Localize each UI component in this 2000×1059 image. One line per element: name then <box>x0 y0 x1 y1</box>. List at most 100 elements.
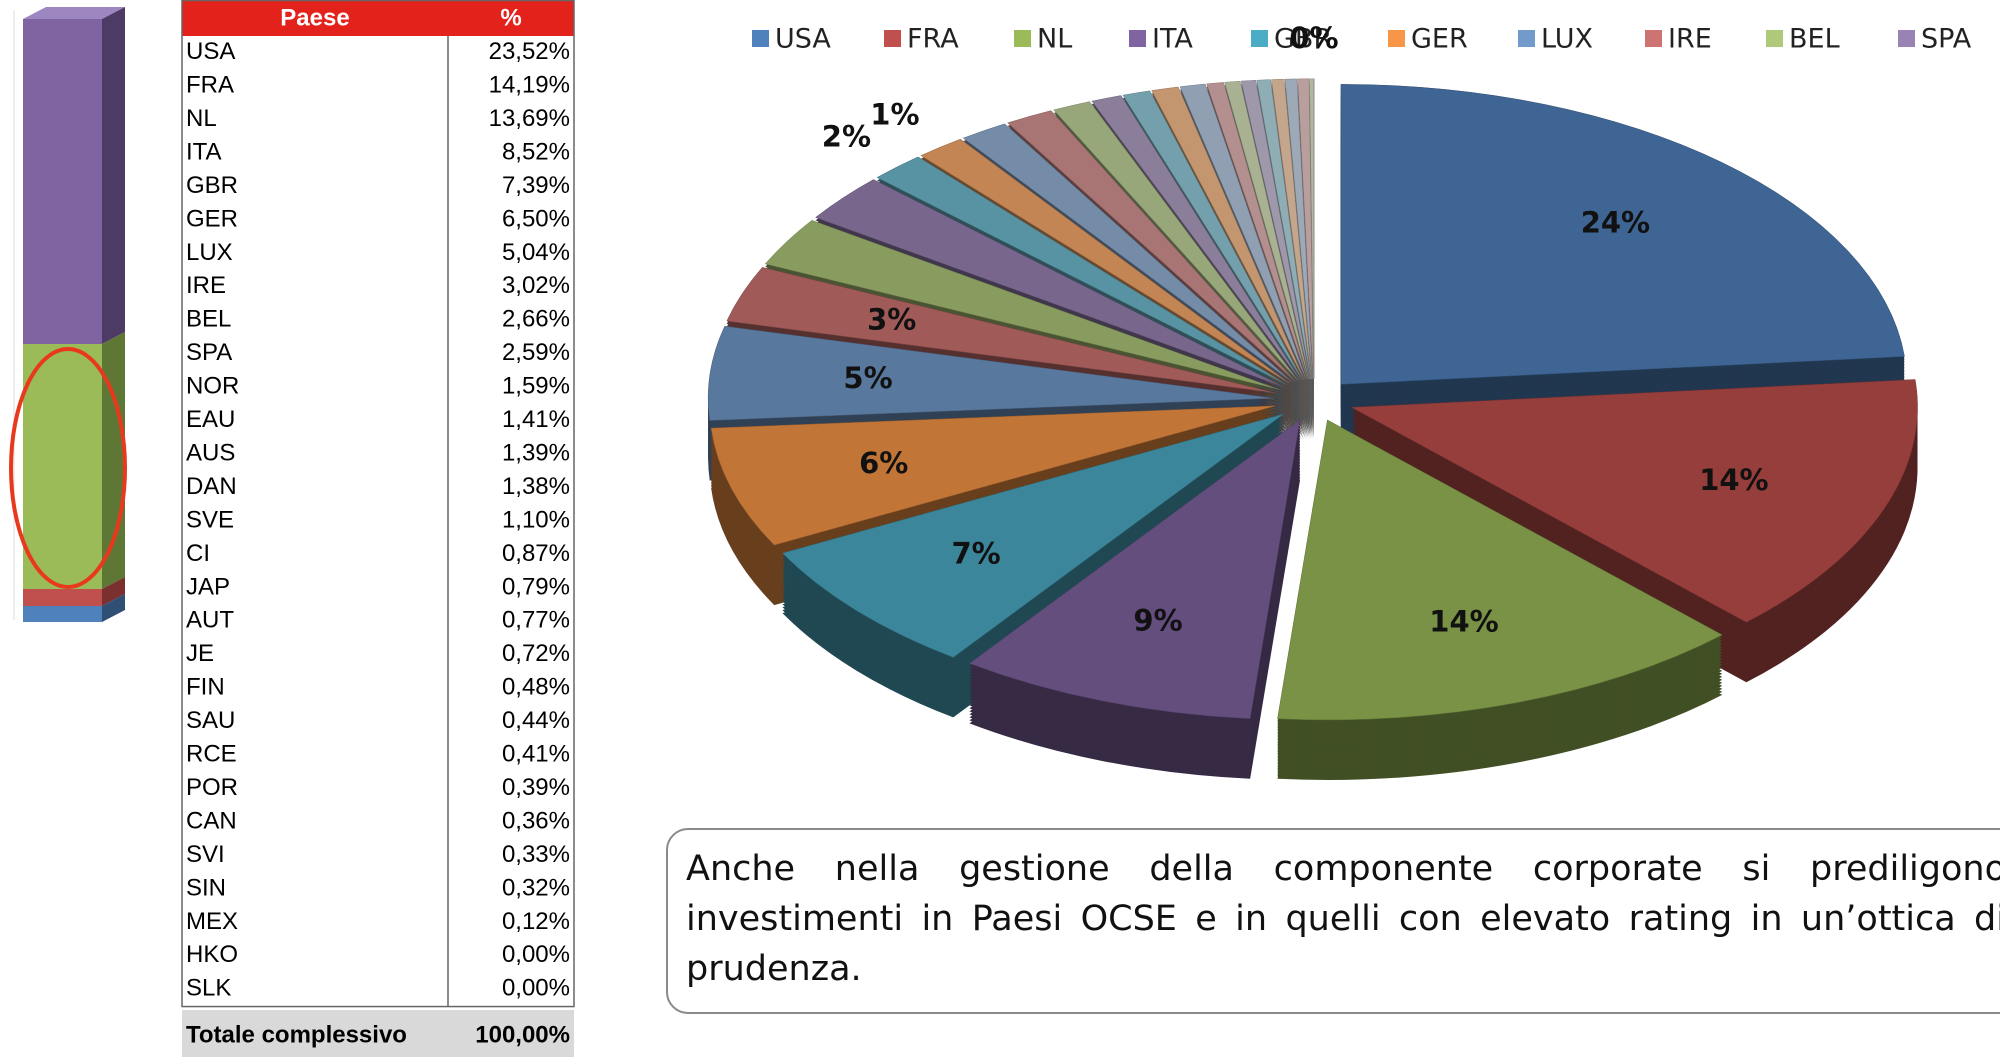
slice-side <box>1285 81 1313 382</box>
pie-slice <box>1151 86 1305 380</box>
bar-side <box>102 332 125 589</box>
pie-chart: 24% 14% 14% 9% 7% 6% 5% 3% 2%1% 0% <box>707 21 1918 780</box>
table-cell: JE <box>186 640 214 667</box>
pie-slice <box>1256 79 1311 379</box>
pie-slice <box>1206 82 1308 380</box>
table-cell: 1,39% <box>502 439 570 466</box>
table-cell: 0,44% <box>502 707 570 734</box>
slice-side <box>1256 82 1311 382</box>
pie-slice <box>1179 83 1307 380</box>
table-total-bg <box>182 1010 574 1057</box>
table-header: Paese <box>280 4 349 31</box>
data-label: 0% <box>1289 21 1338 55</box>
pie-slice <box>920 138 1290 384</box>
data-label: 6% <box>859 446 908 480</box>
table-cell: 0,41% <box>502 741 570 768</box>
table-cell: SVE <box>186 506 234 533</box>
data-label: 14% <box>1699 463 1768 497</box>
legend-label: LUX <box>1541 24 1593 55</box>
pie-slice <box>1277 419 1723 721</box>
table-cell: FRA <box>186 72 234 99</box>
table-cell: 14,19% <box>489 72 570 99</box>
table-cell: MEX <box>186 908 238 935</box>
table-cell: 1,59% <box>502 373 570 400</box>
pie-slice <box>1224 80 1309 380</box>
table-cell: GER <box>186 205 238 232</box>
table-cell: 7,39% <box>502 172 570 199</box>
table-header-bg <box>182 0 574 36</box>
legend-label: USA <box>775 24 831 55</box>
table-cell: 2,66% <box>502 306 570 333</box>
slice-side <box>1206 85 1308 383</box>
pie-slice <box>1053 101 1299 381</box>
bar-side <box>102 594 125 622</box>
table-cell: AUS <box>186 439 235 466</box>
table-cell: DAN <box>186 473 237 500</box>
legend-label: NL <box>1037 24 1072 55</box>
bar-top <box>23 7 125 19</box>
pie-slice <box>781 413 1284 658</box>
pie-slice <box>1240 80 1310 379</box>
pie-slice <box>962 123 1293 383</box>
pie-slice <box>1340 84 1905 385</box>
pie-slice <box>968 419 1301 719</box>
table-cell: JAP <box>186 573 230 600</box>
legend-swatch <box>1766 30 1783 47</box>
legend-swatch <box>1518 30 1535 47</box>
slice-side <box>1180 87 1306 383</box>
data-label: 24% <box>1581 206 1650 240</box>
table-cell: NL <box>186 105 217 132</box>
table-cell: 3,02% <box>502 272 570 299</box>
legend: USA FRA NL ITA GBR GER LUX IRE BEL SPA <box>752 24 1972 55</box>
table-total: 100,00% <box>475 1021 570 1048</box>
table-cell: SAU <box>186 707 235 734</box>
legend-swatch <box>1251 30 1268 47</box>
legend-label: SPA <box>1921 24 1972 55</box>
table-cell: FIN <box>186 674 225 701</box>
legend-swatch <box>1014 30 1031 47</box>
table-cell: BEL <box>186 306 231 333</box>
legend-swatch <box>1129 30 1146 47</box>
table-total: Totale complessivo <box>186 1021 407 1048</box>
table-cell: RCE <box>186 741 237 768</box>
data-label: 3% <box>867 303 916 337</box>
data-label: 14% <box>1429 604 1498 638</box>
table-cell: NOR <box>186 373 239 400</box>
legend-swatch <box>884 30 901 47</box>
highlight-ellipse <box>9 347 127 589</box>
slice-side <box>1241 83 1310 382</box>
bar-side <box>102 577 125 606</box>
table-cell: USA <box>186 38 235 65</box>
pie-slice <box>1007 110 1296 382</box>
pie-slice <box>815 179 1284 387</box>
table-cell: 1,38% <box>502 473 570 500</box>
data-label: 2% <box>822 120 871 154</box>
bar-segment <box>23 344 102 589</box>
legend-label: GBR <box>1274 24 1332 55</box>
bar-side <box>102 7 125 344</box>
data-label: 7% <box>951 537 1000 571</box>
data-label: 1% <box>870 97 919 131</box>
legend-swatch <box>1645 30 1662 47</box>
pie-slice <box>876 156 1287 385</box>
table-cell: POR <box>186 774 238 801</box>
pie-slice <box>1122 90 1303 380</box>
pie-slice <box>707 325 1275 421</box>
table-cell: 0,33% <box>502 841 570 868</box>
slice-side <box>1224 84 1309 382</box>
table-cell: 0,72% <box>502 640 570 667</box>
table-cell: 8,52% <box>502 138 570 165</box>
table-cell: 2,59% <box>502 339 570 366</box>
table-cell: 13,69% <box>489 105 570 132</box>
table-cell: IRE <box>186 272 226 299</box>
table-cell: SLK <box>186 975 231 1002</box>
pie-slice <box>764 220 1280 390</box>
legend-swatch <box>1898 30 1915 47</box>
slice-side <box>1285 84 1313 385</box>
table-cell: 0,12% <box>502 908 570 935</box>
table-cell: 0,32% <box>502 874 570 901</box>
table: Paese % USA 23,52% FRA 14,19% NL 13,69% ITA 8,52%… <box>181 0 575 1057</box>
table-cell: SIN <box>186 874 226 901</box>
